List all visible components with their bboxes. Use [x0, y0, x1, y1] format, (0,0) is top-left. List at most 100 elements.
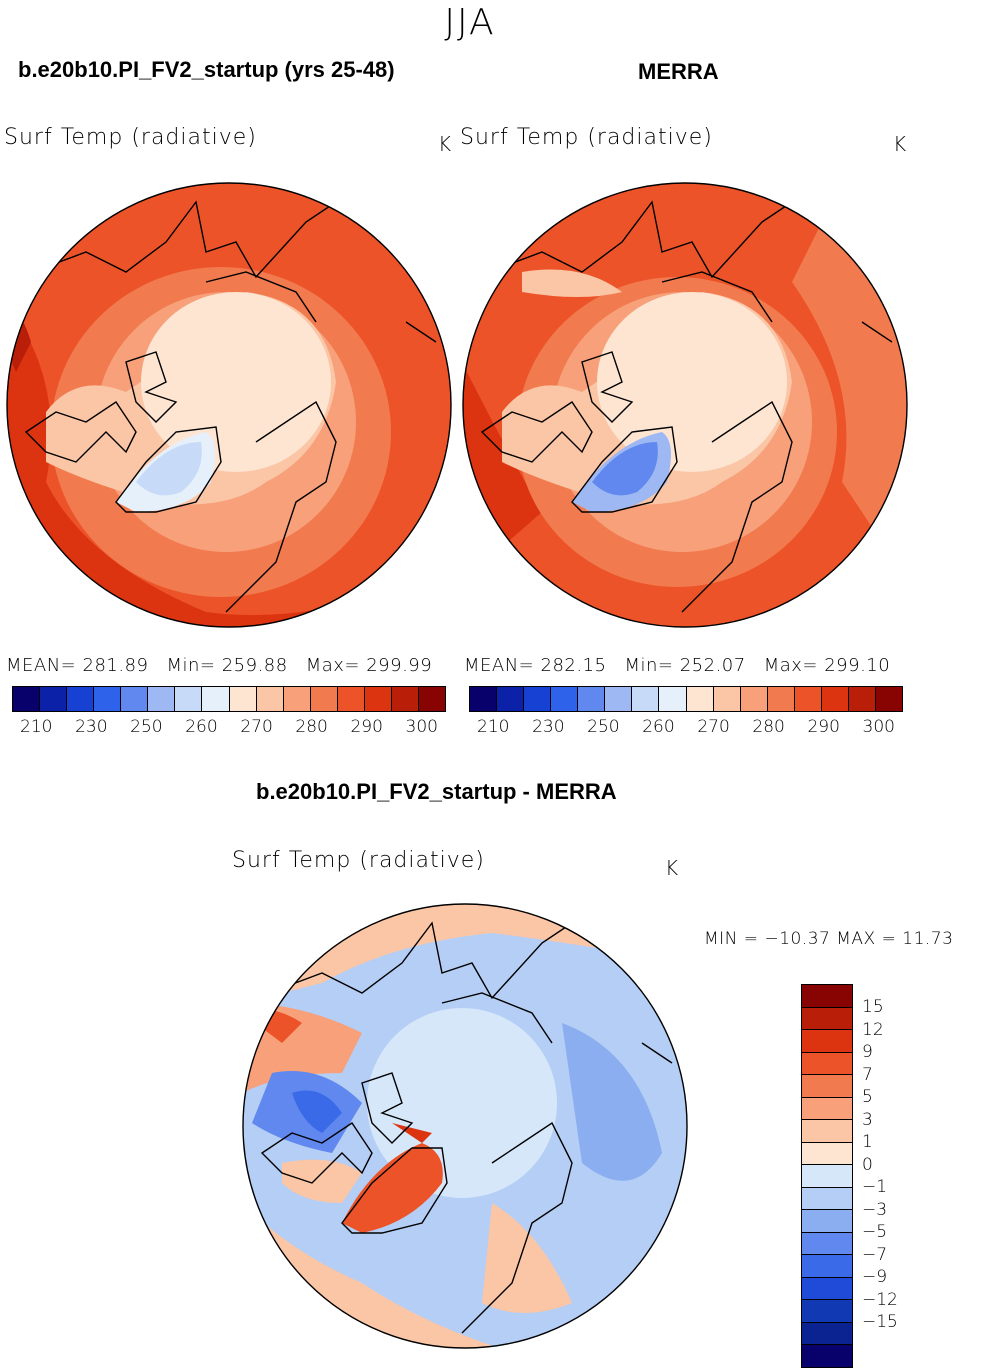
colorbar-tick-label: 270	[240, 717, 273, 737]
panel1-units: K	[438, 132, 452, 156]
colorbar-tick-label: 290	[807, 717, 840, 737]
colorbar-swatch	[802, 1210, 852, 1233]
colorbar-swatch	[202, 687, 230, 711]
colorbar-tick-label: 270	[697, 717, 730, 737]
colorbar-tick-label: −15	[862, 1312, 898, 1332]
diff-variable-label: Surf Temp (radiative)	[232, 848, 485, 873]
colorbar-swatch	[713, 687, 741, 711]
colorbar-swatch	[632, 687, 660, 711]
panel2-max: Max= 299.10	[763, 655, 891, 676]
colorbar-swatch	[740, 687, 768, 711]
colorbar-swatch	[802, 1322, 852, 1345]
panel1-case-title: b.e20b10.PI_FV2_startup (yrs 25-48)	[18, 57, 395, 82]
panel1-min: Min= 259.88	[166, 655, 288, 676]
colorbar-swatch	[337, 687, 365, 711]
panel1-stats: MEAN= 281.89 Min= 259.88 Max= 299.99	[6, 655, 450, 676]
panel2-min: Min= 252.07	[624, 655, 746, 676]
colorbar-tick-label: 3	[862, 1109, 873, 1130]
colorbar-tick-label: 250	[130, 717, 163, 737]
colorbar-tick-label: 300	[405, 717, 438, 737]
colorbar-swatch	[802, 1187, 852, 1210]
panel2-variable-label: Surf Temp (radiative)	[460, 125, 713, 150]
colorbar-tick-label: 1	[862, 1132, 873, 1152]
colorbar-tick-label: 260	[642, 717, 675, 737]
colorbar-tick-label: 260	[185, 717, 218, 737]
colorbar-tick-label: 280	[752, 717, 785, 737]
panel1-variable-label: Surf Temp (radiative)	[4, 125, 257, 150]
colorbar-swatch	[94, 687, 122, 711]
colorbar-tick-label: −5	[862, 1222, 888, 1242]
colorbar-swatch	[418, 687, 445, 711]
colorbar-swatch	[121, 687, 149, 711]
colorbar-swatch	[391, 687, 419, 711]
colorbar-tick-label: −9	[862, 1267, 888, 1287]
colorbar-swatch	[767, 687, 795, 711]
colorbar-swatch	[802, 1277, 852, 1300]
colorbar-swatch	[802, 1030, 852, 1053]
colorbar-swatch	[13, 687, 41, 711]
diff-colorbar	[801, 984, 853, 1368]
colorbar-tick-label: 9	[862, 1042, 873, 1062]
diff-colorbar-ticks: 15 12 9 7 5 3 1 0 −1 −3 −5 −7 −9 −12 −15	[862, 996, 898, 1334]
colorbar-swatch	[802, 985, 852, 1008]
panel2-colorbar-ticks: 210 230 250 260 270 280 290 300	[477, 717, 895, 737]
colorbar-swatch	[40, 687, 68, 711]
panel2-stats: MEAN= 282.15 Min= 252.07 Max= 299.10	[464, 655, 908, 676]
colorbar-tick-label: 210	[20, 717, 53, 737]
colorbar-swatch	[364, 687, 392, 711]
colorbar-swatch	[802, 1300, 852, 1323]
panel2-colorbar	[469, 686, 903, 712]
panel2-mean: MEAN= 282.15	[464, 655, 607, 676]
panel1-mean: MEAN= 281.89	[6, 655, 149, 676]
colorbar-swatch	[802, 1255, 852, 1278]
colorbar-swatch	[802, 1165, 852, 1188]
colorbar-swatch	[821, 687, 849, 711]
panel2-units: K	[893, 132, 907, 156]
colorbar-tick-label: 0	[862, 1154, 873, 1175]
colorbar-tick-label: 7	[862, 1064, 873, 1085]
colorbar-tick-label: 290	[350, 717, 383, 737]
colorbar-tick-label: −7	[862, 1244, 888, 1265]
colorbar-tick-label: 230	[75, 717, 108, 737]
colorbar-swatch	[310, 687, 338, 711]
diff-title: b.e20b10.PI_FV2_startup - MERRA	[256, 779, 617, 804]
diff-polar-map	[242, 903, 688, 1349]
panel2-polar-map	[462, 182, 908, 628]
colorbar-tick-label: −12	[862, 1289, 898, 1310]
colorbar-tick-label: 300	[862, 717, 895, 737]
colorbar-swatch	[605, 687, 633, 711]
colorbar-swatch	[470, 687, 498, 711]
colorbar-tick-label: −3	[862, 1199, 888, 1220]
colorbar-tick-label: 5	[862, 1087, 873, 1107]
colorbar-swatch	[283, 687, 311, 711]
colorbar-swatch	[578, 687, 606, 711]
colorbar-swatch	[802, 1142, 852, 1165]
colorbar-swatch	[802, 1232, 852, 1255]
colorbar-swatch	[659, 687, 687, 711]
colorbar-swatch	[802, 1120, 852, 1143]
colorbar-swatch	[802, 1007, 852, 1030]
colorbar-swatch	[148, 687, 176, 711]
colorbar-swatch	[497, 687, 525, 711]
colorbar-swatch	[175, 687, 203, 711]
colorbar-swatch	[67, 687, 95, 711]
colorbar-tick-label: 280	[295, 717, 328, 737]
colorbar-tick-label: 210	[477, 717, 510, 737]
colorbar-tick-label: 250	[587, 717, 620, 737]
colorbar-swatch	[551, 687, 579, 711]
colorbar-tick-label: 230	[532, 717, 565, 737]
panel1-colorbar-ticks: 210 230 250 260 270 280 290 300	[20, 717, 438, 737]
colorbar-swatch	[875, 687, 902, 711]
colorbar-swatch	[686, 687, 714, 711]
panel2-case-title: MERRA	[638, 59, 719, 84]
colorbar-tick-label: 12	[862, 1019, 884, 1040]
panel1-colorbar	[12, 686, 446, 712]
colorbar-swatch	[256, 687, 284, 711]
colorbar-swatch	[848, 687, 876, 711]
panel1-max: Max= 299.99	[305, 655, 433, 676]
diff-units: K	[665, 856, 679, 880]
colorbar-tick-label: 15	[862, 997, 884, 1017]
colorbar-swatch	[802, 1345, 852, 1367]
colorbar-tick-label: −1	[862, 1177, 888, 1197]
colorbar-swatch	[524, 687, 552, 711]
